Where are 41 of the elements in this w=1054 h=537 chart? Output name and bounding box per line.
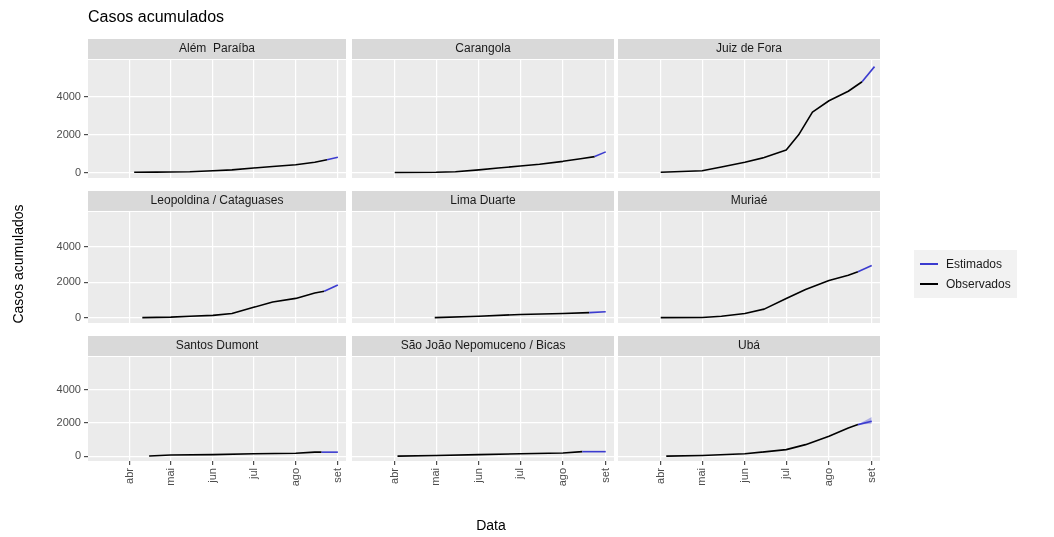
chart-title: Juiz de Fora xyxy=(715,41,783,56)
x-axis-title: Data xyxy=(476,517,506,533)
x-tick-label: jul xyxy=(779,468,792,481)
y-axis-title: Casos acumulados xyxy=(10,203,26,324)
legend-label: Estimados xyxy=(946,256,1003,271)
chart-title: Lima Duarte xyxy=(450,193,516,208)
x-tick-label: jul xyxy=(246,468,259,481)
legend-label: Observados xyxy=(946,276,1011,291)
y-tick-label: 4000 xyxy=(56,239,81,252)
x-tick-label: jun xyxy=(205,468,218,484)
x-tick-label: ago xyxy=(556,468,569,487)
y-tick-label: 0 xyxy=(74,311,81,324)
chart-title: Ubá xyxy=(737,338,761,353)
x-tick-label: mai xyxy=(429,468,442,486)
x-tick-label: abr xyxy=(387,467,400,484)
y-tick-label: 4000 xyxy=(56,89,81,102)
x-tick-label: abr xyxy=(653,467,666,484)
x-tick-label: abr xyxy=(123,467,136,484)
chart-title: Além Paraíba xyxy=(178,41,256,56)
y-tick-label: 2000 xyxy=(56,275,81,288)
x-tick-label: set xyxy=(598,468,611,483)
y-tick-label: 2000 xyxy=(56,127,81,140)
chart-title: Santos Dumont xyxy=(175,338,260,353)
x-tick-label: mai xyxy=(163,468,176,486)
chart-title: Carangola xyxy=(455,41,512,56)
x-tick-label: set xyxy=(864,468,877,483)
chart-title: Muriaé xyxy=(730,193,768,208)
x-tick-label: ago xyxy=(288,468,301,487)
chart-title: Leopoldina / Cataguases xyxy=(150,193,284,208)
x-tick-label: mai xyxy=(695,468,708,486)
y-tick-label: 4000 xyxy=(56,382,81,395)
x-tick-label: jun xyxy=(471,468,484,484)
y-tick-label: 2000 xyxy=(56,415,81,428)
x-tick-label: jul xyxy=(513,468,526,481)
x-tick-label: set xyxy=(330,468,343,483)
x-tick-label: ago xyxy=(822,468,835,487)
text: Casos acumulados xyxy=(88,8,225,26)
y-tick-label: 0 xyxy=(74,165,81,178)
chart-title: São João Nepomuceno / Bicas xyxy=(400,338,566,353)
x-tick-label: jun xyxy=(737,468,750,484)
y-tick-label: 0 xyxy=(74,449,81,462)
